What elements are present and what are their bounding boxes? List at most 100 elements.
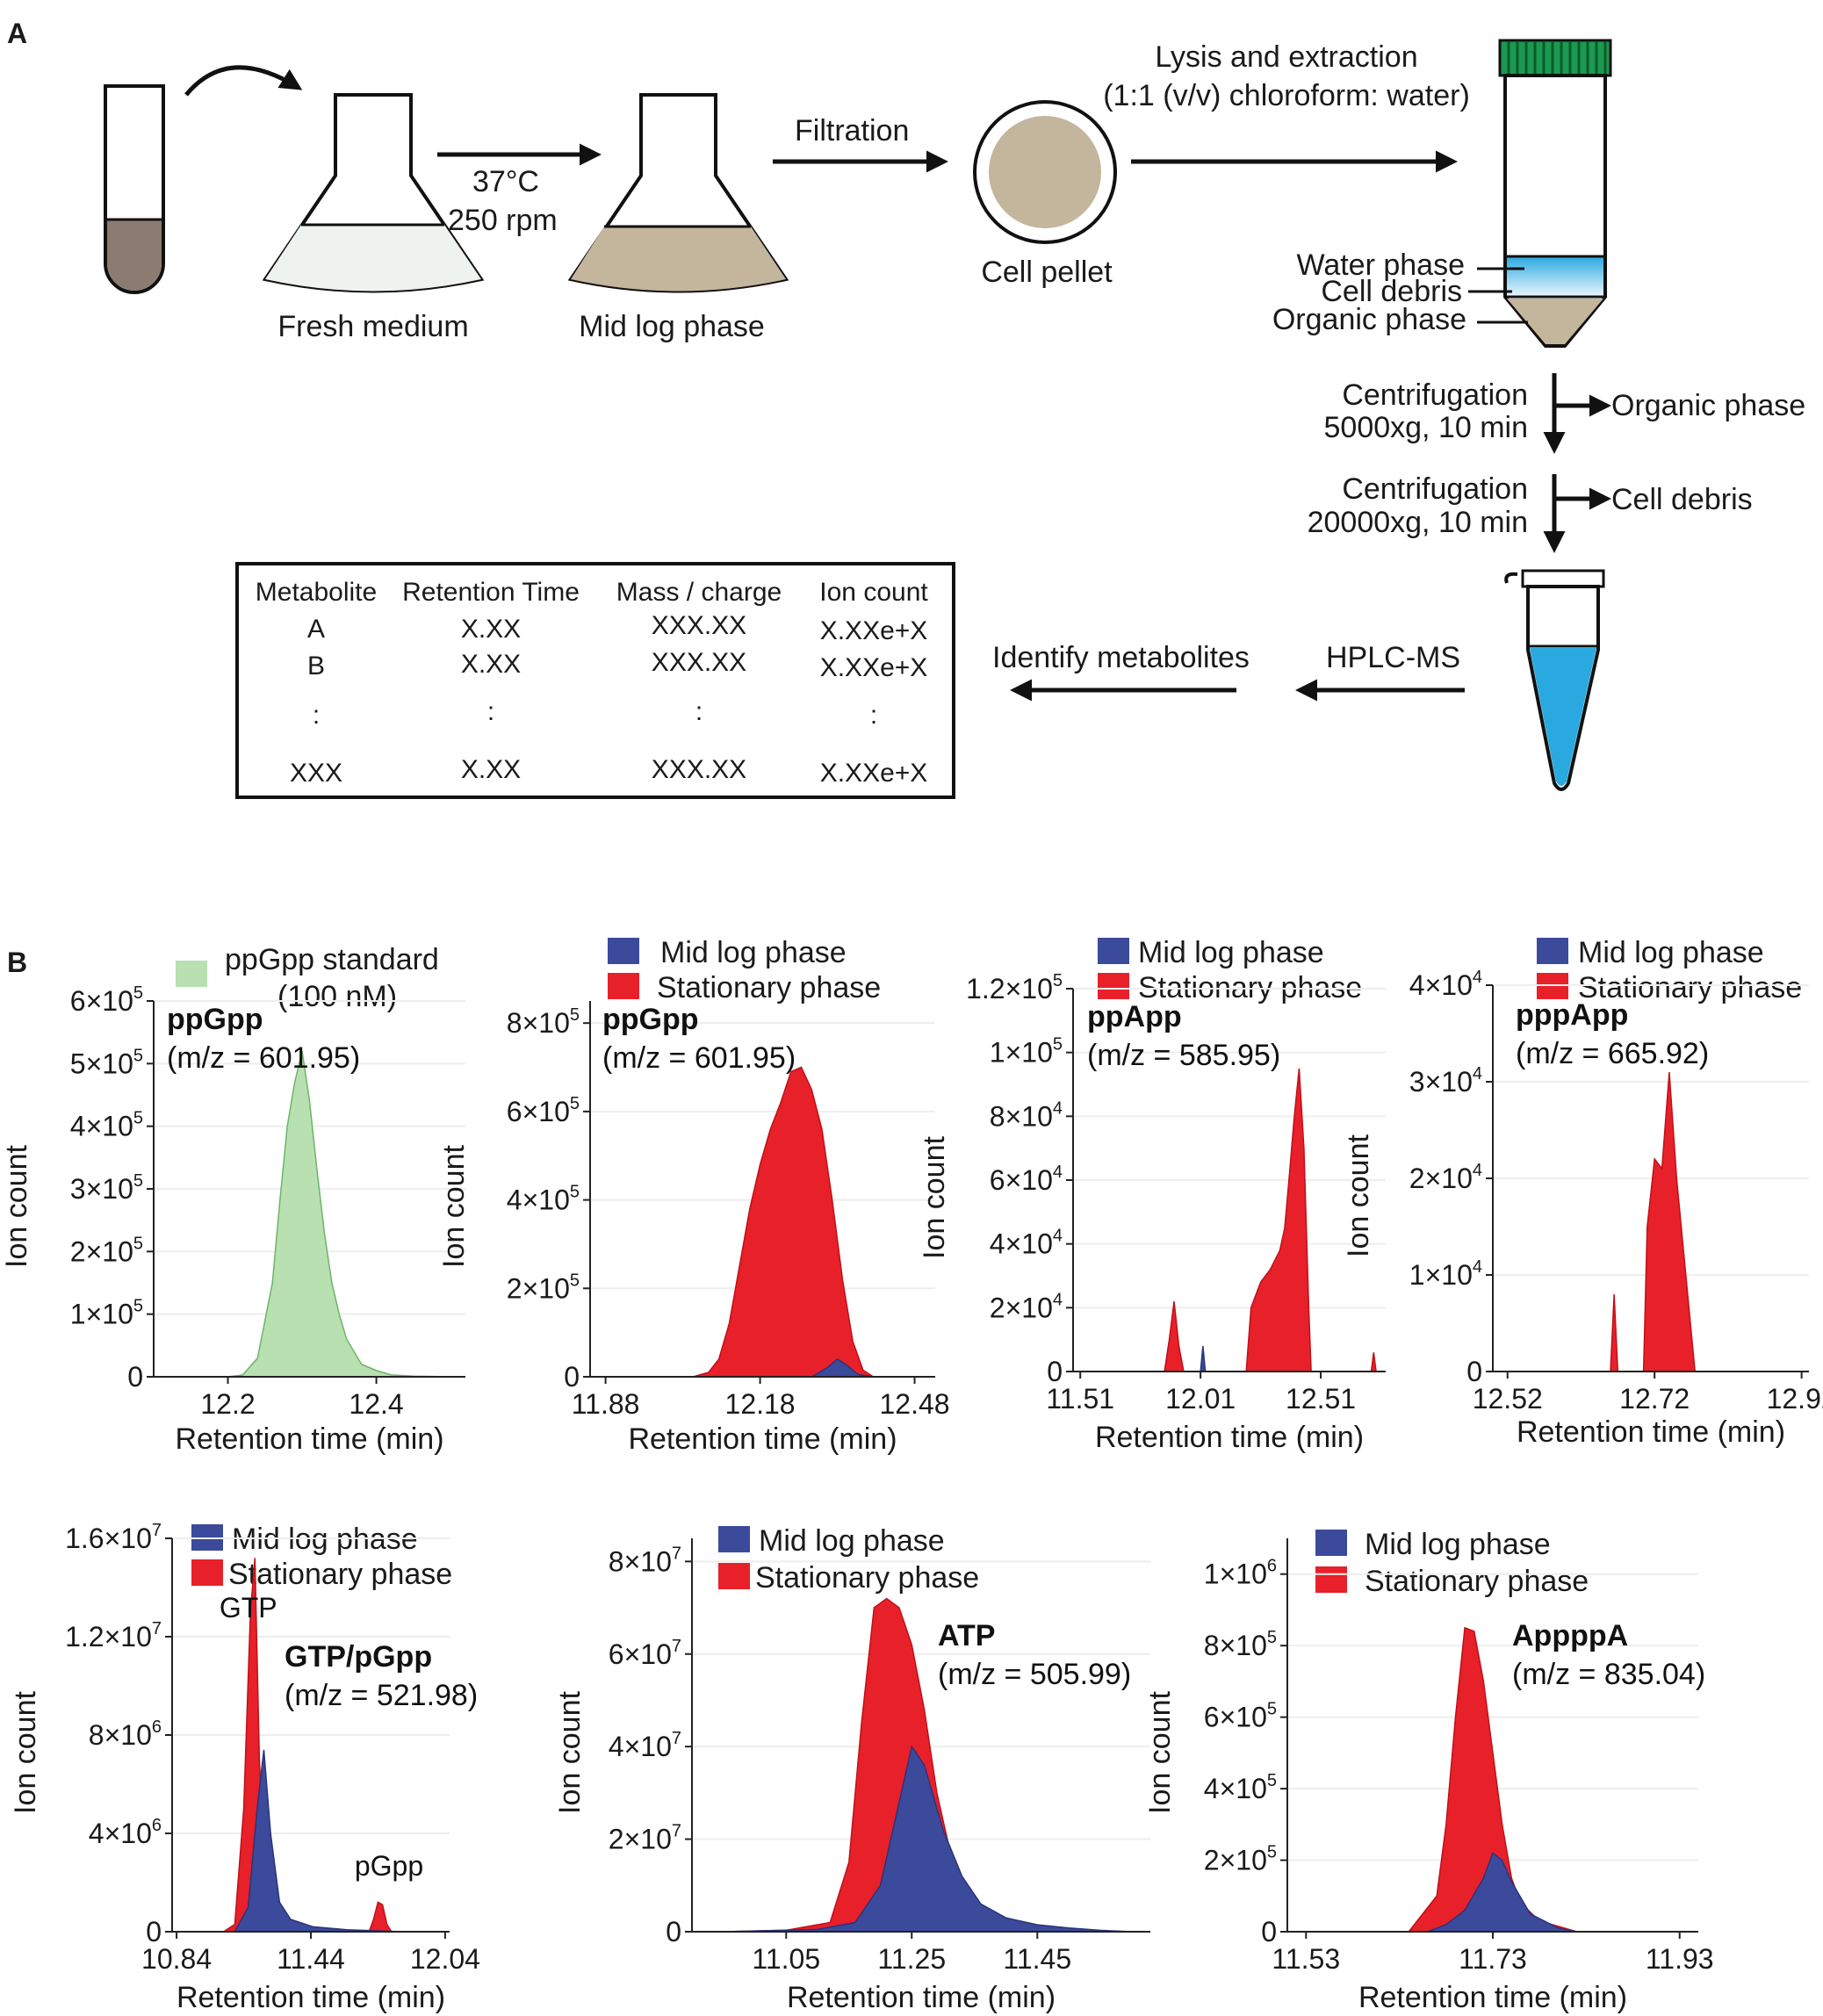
y-tick-base: 2×10: [990, 1292, 1053, 1323]
y-tick-exponent: 4: [1473, 1161, 1482, 1180]
legend-stat-swatch: [718, 1563, 750, 1589]
legend-stat-label: Stationary phase: [228, 1558, 453, 1591]
incubation-temp: 37°C: [472, 165, 539, 198]
cell-pellet-label: Cell pellet: [981, 256, 1113, 289]
centrifugation-1-label: Centrifugation: [1342, 378, 1528, 412]
legend-mid-label: Mid log phase: [1365, 1528, 1551, 1561]
y-tick-label: 3×104: [1409, 1064, 1482, 1098]
y-tick-label: 1.2×107: [65, 1619, 162, 1652]
legend-stat-swatch: [1098, 973, 1129, 999]
legend-mid-label: Mid log phase: [1138, 936, 1324, 969]
y-tick-exponent: 5: [133, 1046, 143, 1065]
x-axis-label: Retention time (min): [1517, 1415, 1785, 1449]
cell-debris-label: Cell debris: [1321, 275, 1462, 308]
table-cell: :: [695, 697, 703, 726]
x-axis-label: Retention time (min): [175, 1422, 443, 1456]
x-axis-label: Retention time (min): [1095, 1421, 1364, 1454]
cell-pellet-filter: [973, 100, 1117, 244]
y-tick-base: 6×10: [609, 1638, 672, 1670]
y-tick-label: 0: [127, 1361, 143, 1393]
y-tick-base: 6×10: [990, 1164, 1053, 1196]
y-tick-base: 4×10: [609, 1731, 672, 1762]
legend-mid-swatch: [608, 938, 639, 964]
chart-subtitle: (m/z = 601.95): [167, 1041, 360, 1075]
flask-mid-log: [567, 93, 789, 293]
chart-subtitle: (m/z = 665.92): [1516, 1037, 1709, 1070]
x-tick-label: 11.51: [1046, 1383, 1114, 1415]
y-tick-base: 0: [1466, 1356, 1482, 1387]
y-tick-exponent: 5: [570, 1005, 580, 1025]
y-tick-label: 6×105: [1204, 1700, 1277, 1733]
x-tick-label: 12.2: [200, 1388, 255, 1420]
y-tick-exponent: 7: [672, 1637, 681, 1656]
y-tick-base: 3×10: [1409, 1066, 1473, 1098]
series-area-mid-log-phase: [723, 1745, 1132, 1933]
lysis-label: Lysis and extraction: [1155, 40, 1418, 74]
y-tick-exponent: 4: [1053, 1163, 1063, 1182]
x-tick-label: 12.52: [1473, 1383, 1543, 1415]
x-tick-label: 11.93: [1646, 1943, 1714, 1975]
x-tick-label: 10.84: [141, 1943, 212, 1975]
y-tick-base: 8×10: [507, 1007, 570, 1039]
y-tick-label: 0: [1047, 1356, 1063, 1387]
y-tick-label: 0: [564, 1361, 580, 1393]
y-tick-base: 2×10: [1204, 1845, 1267, 1876]
x-tick-label: 11.45: [1003, 1943, 1071, 1975]
y-tick-exponent: 5: [570, 1271, 580, 1290]
lysis-solvent-label: (1:1 (v/v) chloroform: water): [1103, 79, 1470, 112]
y-tick-exponent: 5: [133, 1171, 143, 1191]
y-tick-label: 2×105: [1204, 1843, 1277, 1876]
y-tick-exponent: 5: [1053, 971, 1063, 990]
y-tick-exponent: 5: [1267, 1700, 1277, 1719]
legend-mid-label: Mid log phase: [759, 1524, 945, 1558]
legend-stat-label: Stationary phase: [657, 971, 882, 1004]
y-axis-label: Ion count: [553, 1691, 587, 1814]
table-cell: :: [312, 701, 321, 730]
workflow-diagram: [104, 39, 1612, 791]
legend-std-conc: (100 nM): [277, 980, 398, 1013]
x-tick-label: 12.48: [879, 1388, 949, 1420]
y-axis-label: Ion count: [437, 1145, 471, 1268]
x-tick-label: 11.25: [877, 1943, 946, 1975]
series-area-stationary-phase: [693, 1066, 876, 1378]
y-tick-exponent: 6: [152, 1717, 162, 1737]
y-tick-exponent: 4: [1473, 1064, 1482, 1084]
x-tick-label: 11.88: [572, 1388, 640, 1420]
centrifugation-2-speed: 20000xg, 10 min: [1307, 506, 1528, 539]
x-tick-label: 12.4: [349, 1388, 403, 1420]
legend-mid-swatch: [1315, 1530, 1347, 1556]
y-tick-base: 0: [127, 1361, 143, 1393]
y-axis-label: Ion count: [9, 1691, 42, 1814]
chart-title: GTP/pGpp: [285, 1640, 432, 1674]
y-tick-base: 0: [1047, 1356, 1063, 1387]
y-tick-base: 0: [564, 1361, 580, 1393]
y-tick-label: 8×107: [609, 1544, 681, 1577]
y-tick-label: 2×105: [507, 1271, 580, 1304]
chart-title: ATP: [938, 1619, 995, 1652]
legend-stat-label: Stationary phase: [755, 1561, 980, 1595]
y-tick-exponent: 7: [152, 1521, 162, 1540]
y-tick-base: 1×10: [70, 1299, 133, 1330]
y-tick-base: 2×10: [1409, 1163, 1473, 1194]
x-tick-label: 12.72: [1619, 1383, 1690, 1415]
chart-subtitle: (m/z = 835.04): [1512, 1658, 1705, 1691]
panel-label-b: B: [7, 947, 28, 978]
y-tick-base: 4×10: [1409, 969, 1473, 1001]
table-cell: :: [486, 697, 495, 726]
table-cell: XXX.XX: [651, 611, 747, 640]
y-tick-label: 1.6×107: [65, 1521, 162, 1554]
y-tick-label: 5×105: [70, 1046, 143, 1079]
chart-subtitle: (m/z = 521.98): [285, 1679, 478, 1712]
y-tick-label: 2×105: [70, 1234, 143, 1267]
legend-stat-swatch: [191, 1559, 223, 1586]
y-tick-label: 1×106: [1204, 1557, 1277, 1590]
y-tick-base: 0: [1261, 1916, 1277, 1948]
annotation-gtp: GTP: [220, 1592, 277, 1624]
y-tick-exponent: 5: [1267, 1628, 1277, 1647]
x-axis-label: Retention time (min): [628, 1422, 897, 1456]
y-tick-label: 2×104: [1409, 1161, 1482, 1194]
y-tick-exponent: 6: [152, 1816, 162, 1835]
